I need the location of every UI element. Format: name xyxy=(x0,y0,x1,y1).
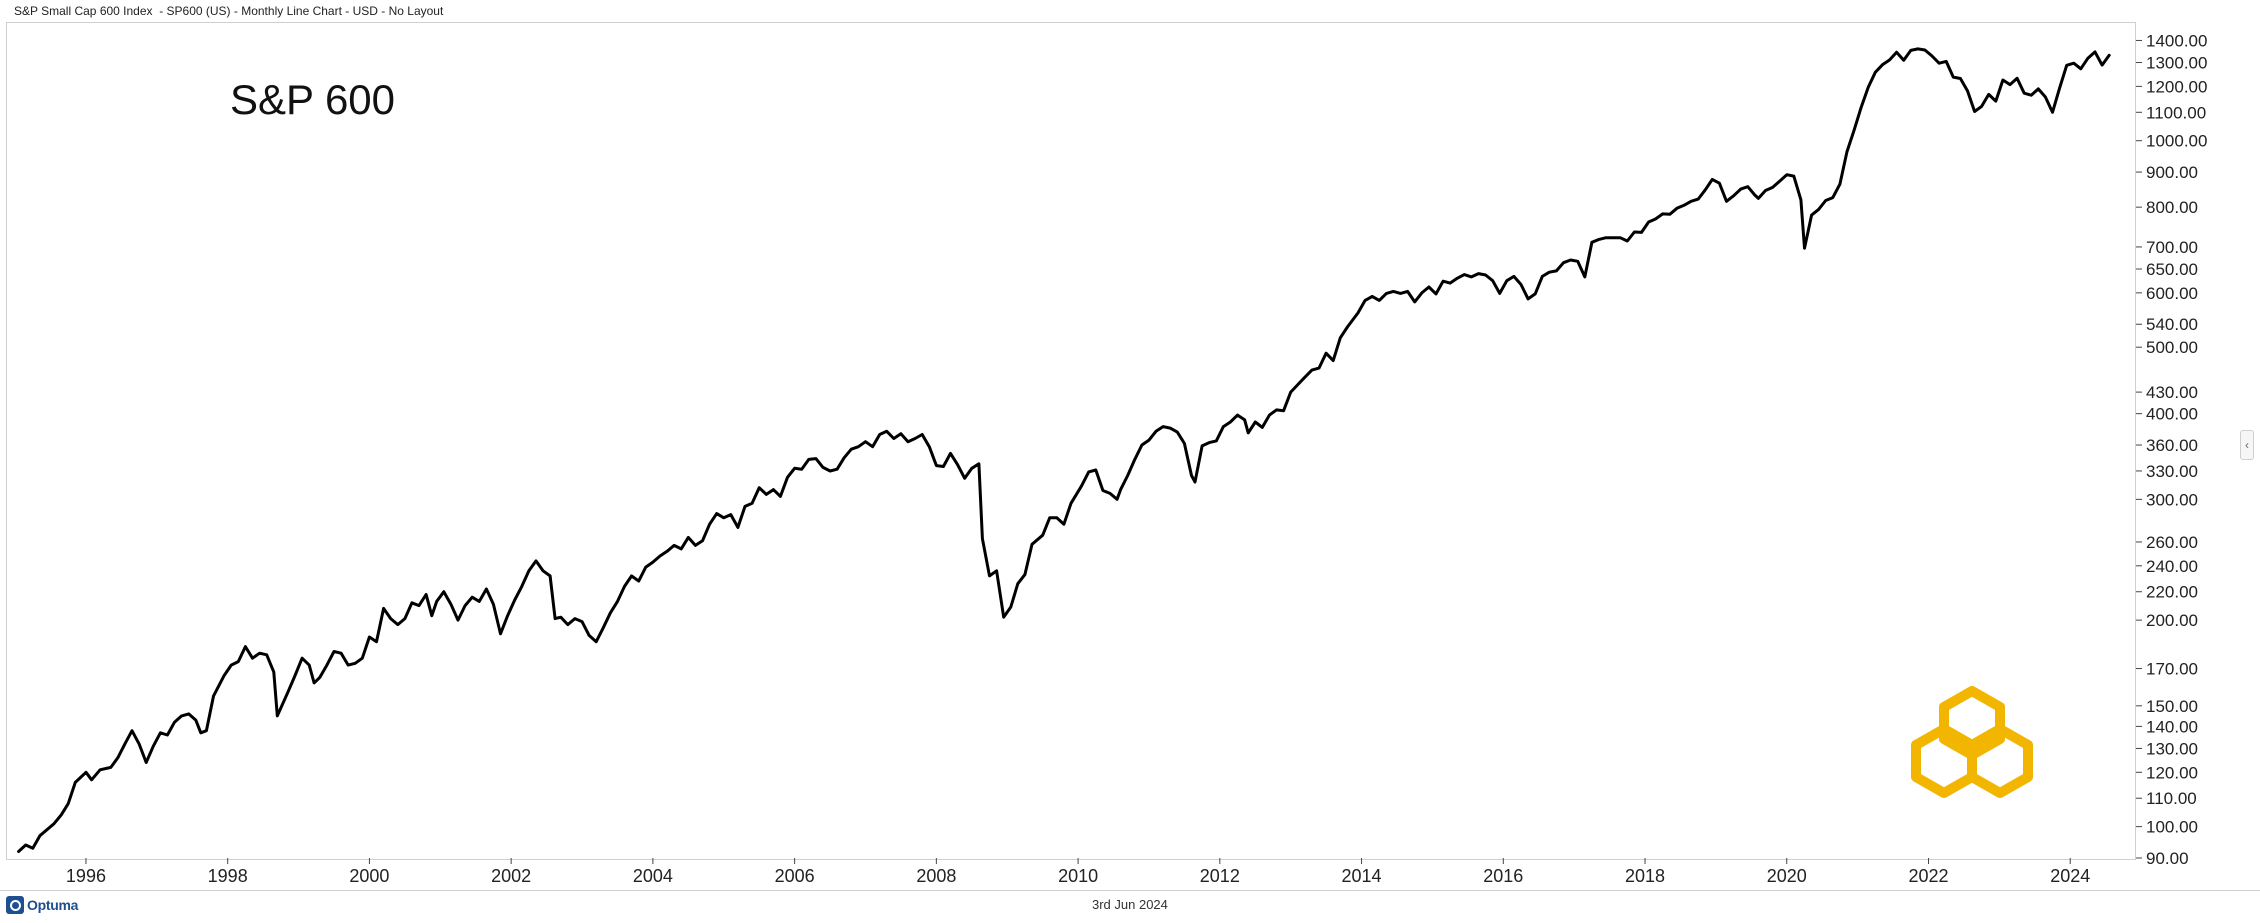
y-tick-label: 200.00 xyxy=(2146,611,2198,630)
series-line-sp600 xyxy=(17,47,2111,853)
y-tick-label: 600.00 xyxy=(2146,284,2198,303)
y-axis-line xyxy=(2135,22,2136,860)
y-tick-label: 140.00 xyxy=(2146,717,2198,736)
x-tick-label: 2000 xyxy=(349,866,389,886)
brand: Optuma xyxy=(6,896,78,914)
y-tick-label: 1400.00 xyxy=(2146,31,2207,50)
x-tick-label: 2008 xyxy=(916,866,956,886)
x-tick-label: 2002 xyxy=(491,866,531,886)
y-tick-label: 540.00 xyxy=(2146,315,2198,334)
x-tick-label: 2018 xyxy=(1625,866,1665,886)
y-tick-label: 100.00 xyxy=(2146,818,2198,837)
y-tick-label: 120.00 xyxy=(2146,763,2198,782)
y-tick-label: 700.00 xyxy=(2146,238,2198,257)
brand-name: Optuma xyxy=(27,897,79,913)
chart-date: 3rd Jun 2024 xyxy=(1092,897,1168,912)
y-tick-label: 500.00 xyxy=(2146,338,2198,357)
x-tick-label: 2010 xyxy=(1058,866,1098,886)
y-tick-label: 90.00 xyxy=(2146,849,2189,868)
x-tick-label: 1998 xyxy=(208,866,248,886)
y-tick-label: 220.00 xyxy=(2146,583,2198,602)
interlocking-hexagons-logo xyxy=(1911,686,2033,798)
x-tick-label: 2024 xyxy=(2050,866,2090,886)
y-tick-label: 400.00 xyxy=(2146,405,2198,424)
y-tick-label: 110.00 xyxy=(2146,789,2197,808)
x-tick-label: 2022 xyxy=(1908,866,1948,886)
y-tick-label: 360.00 xyxy=(2146,436,2198,455)
y-tick-label: 800.00 xyxy=(2146,198,2198,217)
y-tick-label: 170.00 xyxy=(2146,660,2198,679)
y-tick-label: 1200.00 xyxy=(2146,77,2207,96)
y-tick-label: 130.00 xyxy=(2146,739,2198,758)
y-axis: 1400.00 1300.00 1200.00 1100.00 1000.00 900.0… xyxy=(2136,31,2207,868)
x-axis: 1996 1998 2000 2002 2004 2006 2008 2010 2012 2014… xyxy=(66,858,2090,886)
x-tick-label: 2006 xyxy=(775,866,815,886)
chart-label: S&P 600 xyxy=(230,76,396,123)
x-tick-label: 2020 xyxy=(1767,866,1807,886)
collapse-panel-button[interactable]: ‹ xyxy=(2240,430,2254,460)
y-tick-label: 300.00 xyxy=(2146,490,2198,509)
y-tick-label: 240.00 xyxy=(2146,557,2198,576)
y-tick-label: 150.00 xyxy=(2146,697,2198,716)
x-tick-label: 2012 xyxy=(1200,866,1240,886)
x-tick-label: 2004 xyxy=(633,866,673,886)
y-tick-label: 1300.00 xyxy=(2146,54,2207,73)
y-tick-label: 260.00 xyxy=(2146,533,2198,552)
optuma-logo-icon xyxy=(6,896,24,914)
y-tick-label: 1000.00 xyxy=(2146,132,2207,151)
y-tick-label: 430.00 xyxy=(2146,383,2198,402)
x-tick-label: 2014 xyxy=(1342,866,1382,886)
chevron-left-icon: ‹ xyxy=(2245,438,2249,452)
footer-bar xyxy=(0,890,2260,923)
x-tick-label: 2016 xyxy=(1483,866,1523,886)
y-tick-label: 330.00 xyxy=(2146,462,2198,481)
chart-title: S&P Small Cap 600 Index - SP600 (US) - M… xyxy=(14,4,444,18)
x-tick-label: 1996 xyxy=(66,866,106,886)
y-tick-label: 900.00 xyxy=(2146,163,2198,182)
y-tick-label: 650.00 xyxy=(2146,260,2198,279)
y-tick-label: 1100.00 xyxy=(2146,103,2206,122)
